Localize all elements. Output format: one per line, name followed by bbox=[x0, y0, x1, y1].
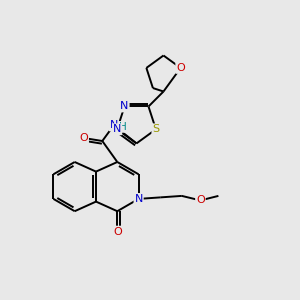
Text: O: O bbox=[113, 226, 122, 237]
Text: N: N bbox=[113, 124, 121, 134]
Text: O: O bbox=[176, 63, 185, 73]
Text: O: O bbox=[196, 195, 205, 206]
Text: H: H bbox=[119, 122, 127, 132]
Text: N: N bbox=[120, 101, 129, 112]
Text: N: N bbox=[134, 194, 143, 204]
Text: N: N bbox=[110, 120, 118, 130]
Text: O: O bbox=[79, 133, 88, 143]
Text: S: S bbox=[152, 124, 160, 134]
